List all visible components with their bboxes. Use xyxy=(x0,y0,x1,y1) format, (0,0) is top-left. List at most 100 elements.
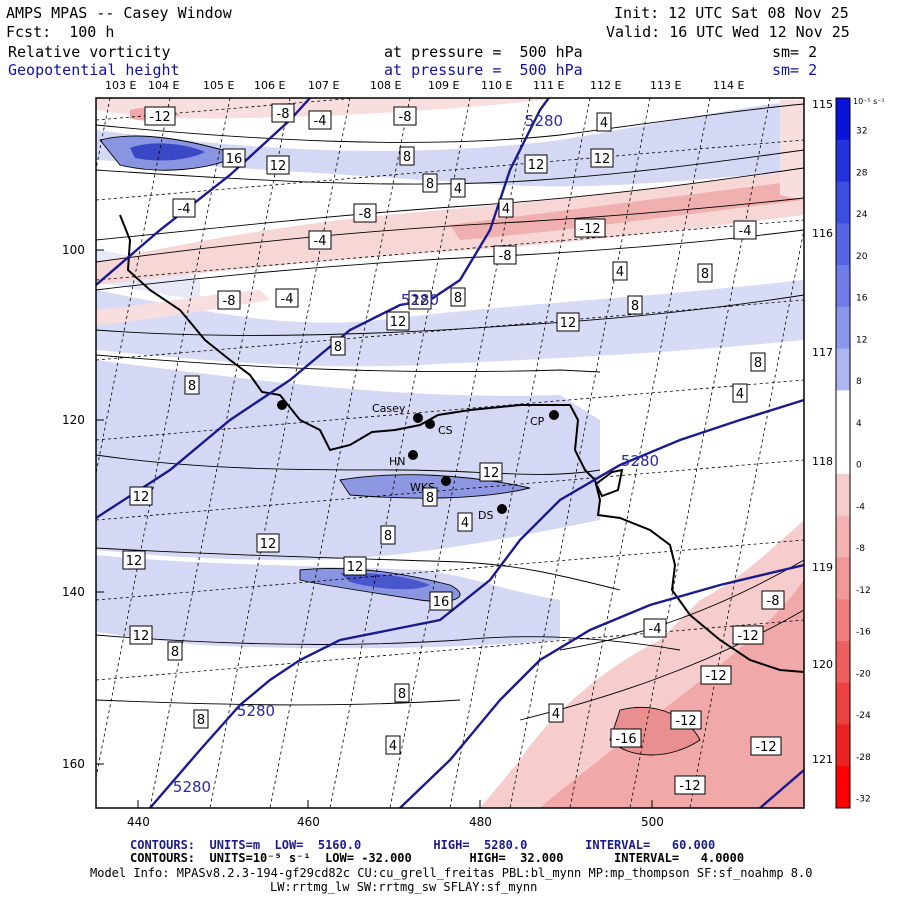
vort-label-box: 8 xyxy=(422,173,438,193)
meridian-line xyxy=(509,98,651,808)
vort-label-text: 4 xyxy=(461,516,469,531)
vort-contours xyxy=(96,103,804,756)
colorbar-label: -24 xyxy=(856,711,871,721)
vort-label-text: 12 xyxy=(528,158,545,173)
colorbar-segment xyxy=(836,766,850,809)
station-label: Casey xyxy=(372,402,406,415)
axes: 103 E 104 E 105 E 106 E 107 E 108 E 109 E 110 E… xyxy=(62,79,843,829)
x-tick-label: 480 xyxy=(469,815,492,829)
parallel-line xyxy=(96,619,804,681)
parallel-line xyxy=(96,379,804,441)
vort-label-text: 12 xyxy=(390,315,407,330)
lon-label-top: 106 E xyxy=(254,79,285,92)
vort-label-box: -16 xyxy=(610,728,642,748)
vort-label-text: -8 xyxy=(359,207,372,222)
colorbar-segment xyxy=(836,98,850,141)
vort-label-box: 8 xyxy=(627,295,643,315)
meridian-line xyxy=(569,98,711,808)
vort-label-box: 16 xyxy=(222,148,246,168)
vort-label-text: 8 xyxy=(701,267,709,282)
colorbar-segment xyxy=(836,390,850,433)
vort-label-text: -12 xyxy=(705,669,726,684)
meridian-line xyxy=(209,98,351,808)
vort-core-blue xyxy=(340,572,430,590)
vort-label-box: 4 xyxy=(732,383,748,403)
lon-label-top: 112 E xyxy=(590,79,621,92)
y-tick-label: 100 xyxy=(62,243,85,257)
vort-label-box: 8 xyxy=(167,641,183,661)
colorbar-segment xyxy=(836,682,850,725)
vort-label-box: 8 xyxy=(330,336,346,356)
lon-label-top: 103 E xyxy=(105,79,136,92)
vort-label-text: 12 xyxy=(133,490,150,505)
vort-label-box: -4 xyxy=(308,230,332,250)
vort-band-red xyxy=(450,180,804,240)
vort-label-box: 12 xyxy=(479,462,503,482)
vort-label-box: -8 xyxy=(271,103,295,123)
field2-name: Geopotential height xyxy=(8,61,180,79)
vort-label-box: 12 xyxy=(386,311,410,331)
lon-label-top: 110 E xyxy=(481,79,512,92)
vort-label-box: -12 xyxy=(144,106,176,126)
colorbar-segment xyxy=(836,348,850,391)
vort-label-box: -8 xyxy=(761,590,785,610)
vort-label-text: 4 xyxy=(736,387,744,402)
vort-label-box: 12 xyxy=(129,486,153,506)
meridian-line xyxy=(96,98,231,780)
vort-label-text: 8 xyxy=(171,645,179,660)
colorbar-segment xyxy=(836,265,850,308)
parallel-line xyxy=(96,139,804,201)
vort-label-box: -4 xyxy=(643,618,667,638)
forecast-hour: Fcst: 100 h xyxy=(6,23,115,41)
vort-label-box: 4 xyxy=(498,198,514,218)
vort-label-text: 12 xyxy=(594,152,611,167)
vort-label-box: -12 xyxy=(674,775,706,795)
meridian-line xyxy=(269,98,411,808)
colorbar-label: 0 xyxy=(856,461,862,471)
field2-smoothing: sm= 2 xyxy=(772,61,818,79)
colorbar-label: -12 xyxy=(856,586,871,596)
vort-label-text: 4 xyxy=(600,116,608,131)
vort-label-box: -8 xyxy=(217,290,241,310)
vort-label-text: 8 xyxy=(334,340,342,355)
vort-label-text: 4 xyxy=(616,265,624,280)
colorbar-segment xyxy=(836,724,850,767)
lon-label-top: 109 E xyxy=(428,79,459,92)
vort-label-text: -4 xyxy=(739,224,752,239)
height-labels: 5280 5280 5280 5280 5280 xyxy=(173,112,659,796)
lon-label-top: 108 E xyxy=(370,79,401,92)
station-marker-extra xyxy=(277,400,287,410)
parallel-line xyxy=(96,459,804,521)
lon-label-top: 114 E xyxy=(713,79,744,92)
lon-label-top: 113 E xyxy=(650,79,681,92)
station-marker xyxy=(425,419,435,429)
colorbar-label: -20 xyxy=(856,669,871,679)
vort-label-box: 4 xyxy=(596,112,612,132)
vort-band-blue xyxy=(96,280,804,367)
colorbar-segment xyxy=(836,473,850,517)
vort-labels: -12 -8 -4 -8 8 4 16 12 12 12 4 -4 -8 8 4 -12 -4 -8 -4 4 8 -8 -… xyxy=(122,103,785,795)
colorbar-label: -4 xyxy=(856,502,865,512)
meridian-line xyxy=(689,227,804,808)
vort-band-red xyxy=(96,170,804,285)
vort-label-text: -4 xyxy=(314,234,327,249)
stations: CaseyCSCPHNWKSDS xyxy=(277,400,559,522)
model-info-line2: LW:rrtmg_lw SW:rrtmg_sw SFLAY:sf_mynn xyxy=(270,880,538,894)
field2-level: at pressure = 500 hPa xyxy=(384,61,583,79)
meridian-line xyxy=(329,98,471,808)
vort-label-text: -4 xyxy=(281,292,294,307)
meridian-line xyxy=(149,98,291,808)
colorbar-label: -28 xyxy=(856,753,871,763)
colorbar-label: 4 xyxy=(856,419,862,429)
vort-label-text: -8 xyxy=(277,107,290,122)
vort-label-text: -8 xyxy=(399,110,412,125)
vort-label-text: -8 xyxy=(767,594,780,609)
field1-name: Relative vorticity xyxy=(8,43,171,61)
vort-label-box: 4 xyxy=(612,261,628,281)
vort-label-box: -8 xyxy=(393,106,417,126)
parallel-line xyxy=(96,299,804,361)
vort-label-box: -4 xyxy=(275,288,299,308)
x-tick-label: 440 xyxy=(127,815,150,829)
init-time: Init: 12 UTC Sat 08 Nov 25 xyxy=(614,4,849,22)
colorbar-label: 28 xyxy=(856,168,868,178)
